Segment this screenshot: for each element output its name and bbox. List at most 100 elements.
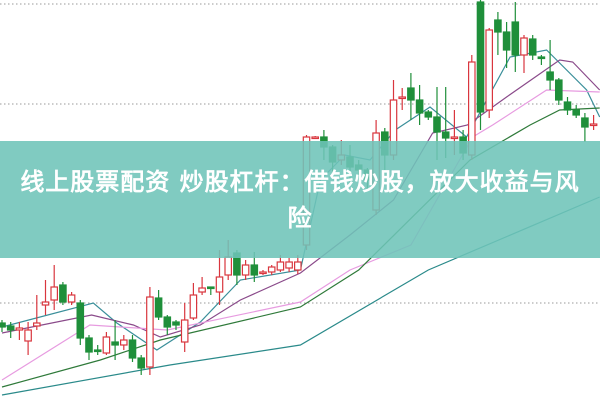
candle-body: [520, 37, 528, 56]
candle-up: [485, 28, 494, 118]
candle-down: [502, 22, 511, 68]
candle-body: [215, 276, 224, 293]
candle-body: [276, 261, 285, 271]
candle-up: [398, 88, 407, 110]
candle-body: [581, 117, 589, 128]
candle-body: [554, 79, 563, 101]
candle-up: [259, 270, 267, 275]
candle-down: [59, 282, 67, 305]
candle-body: [285, 261, 293, 269]
candle-body: [407, 87, 415, 101]
candle-up: [15, 322, 24, 340]
candle-body: [15, 327, 24, 331]
candle-body: [441, 131, 450, 139]
candle-body: [76, 302, 85, 339]
candle-body: [433, 116, 441, 133]
candle-down: [0, 320, 6, 332]
candle-body: [172, 321, 180, 326]
candle-down: [572, 105, 581, 118]
candle-down: [554, 78, 563, 105]
candle-down: [76, 300, 85, 345]
candle-down: [537, 55, 546, 65]
candle-body: [59, 284, 67, 303]
candle-body: [572, 109, 581, 116]
candle-up: [267, 265, 276, 275]
candle-body: [563, 101, 572, 111]
candle-up: [285, 258, 293, 272]
candle-body: [241, 264, 250, 276]
candle-body: [180, 319, 189, 343]
candle-body: [294, 261, 302, 271]
candle-down: [172, 320, 180, 330]
candle-body: [137, 357, 146, 369]
candle-up: [198, 277, 206, 295]
candle-down: [424, 110, 433, 120]
candle-body: [67, 294, 76, 303]
candle-body: [424, 111, 433, 118]
candle-body: [494, 19, 502, 33]
candle-up: [311, 136, 320, 140]
candle-body: [398, 96, 407, 100]
candle-down: [581, 113, 589, 142]
candle-up: [589, 115, 598, 130]
candle-body: [146, 296, 154, 368]
candle-down: [528, 35, 537, 60]
candle-body: [528, 38, 537, 56]
candle-body: [0, 322, 6, 328]
candle-body: [32, 322, 41, 327]
candle-up: [180, 303, 189, 352]
candle-body: [259, 271, 267, 275]
candle-up: [41, 280, 50, 315]
title-banner: 线上股票配资 炒股杠杆：借钱炒股，放大收益与风险: [0, 141, 600, 258]
candle-down: [85, 335, 93, 360]
candle-body: [163, 316, 172, 328]
candle-body: [102, 336, 111, 354]
candle-body: [485, 29, 494, 111]
moving-average-line: [1, 107, 600, 388]
candle-down: [207, 286, 215, 295]
candle-up: [67, 292, 76, 305]
candle-body: [6, 325, 15, 331]
candle-body: [85, 337, 93, 353]
candle-up: [294, 255, 302, 274]
candle-up: [32, 295, 41, 330]
candle-down: [154, 290, 163, 320]
candle-body: [546, 71, 554, 81]
candle-down: [546, 40, 554, 90]
candle-down: [494, 12, 502, 55]
candle-down: [93, 345, 102, 355]
candle-down: [128, 335, 137, 362]
candle-body: [154, 297, 163, 318]
candle-up: [102, 332, 111, 355]
candle-body: [207, 286, 215, 290]
candle-body: [511, 21, 520, 56]
candle-body: [450, 136, 459, 140]
candle-body: [224, 256, 233, 276]
candle-body: [198, 287, 206, 293]
candle-down: [407, 73, 415, 120]
candle-body: [537, 56, 546, 60]
candle-body: [189, 294, 198, 319]
candle-down: [111, 320, 119, 360]
candle-body: [111, 341, 119, 346]
candle-up: [24, 322, 32, 355]
candle-body: [415, 99, 424, 114]
candle-body: [41, 301, 50, 306]
candle-up: [520, 35, 528, 73]
candle-body: [24, 329, 32, 342]
candle-up: [215, 250, 224, 305]
candle-body: [589, 123, 598, 127]
candle-down: [163, 315, 172, 335]
candle-down: [563, 97, 572, 115]
candle-up: [119, 335, 128, 350]
candle-body: [250, 264, 259, 276]
candle-up: [241, 260, 250, 280]
candle-body: [119, 339, 128, 346]
candle-up: [50, 265, 59, 310]
candle-down: [511, 2, 520, 72]
candle-down: [6, 322, 15, 338]
candle-down: [415, 85, 424, 125]
candle-body: [50, 286, 59, 301]
candle-up: [189, 283, 198, 320]
